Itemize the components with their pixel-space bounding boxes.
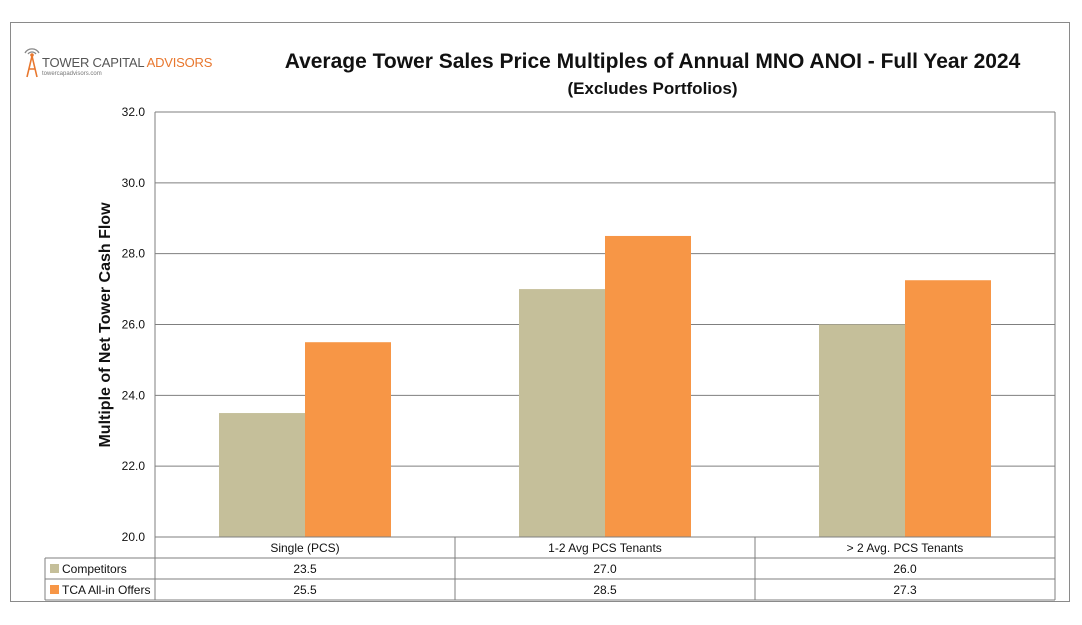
category-label: Single (PCS) xyxy=(270,541,339,555)
y-tick-label: 32.0 xyxy=(122,105,146,119)
y-tick-label: 20.0 xyxy=(122,530,146,544)
logo-name-accent: ADVISORS xyxy=(146,55,213,70)
y-axis-ticks: 20.0 22.0 24.0 26.0 28.0 30.0 32.0 xyxy=(122,105,146,544)
legend-series-name: Competitors xyxy=(62,562,127,576)
y-tick-label: 28.0 xyxy=(122,247,146,261)
legend-series-name: TCA All-in Offers xyxy=(62,583,150,597)
bar-tca-offers xyxy=(305,342,391,537)
data-table-value: 28.5 xyxy=(593,583,617,597)
y-tick-label: 24.0 xyxy=(122,388,146,402)
logo-name-primary: TOWER CAPITAL xyxy=(42,55,147,70)
bar-tca-offers xyxy=(905,280,991,537)
category-label: 1-2 Avg PCS Tenants xyxy=(548,541,662,555)
data-table-value: 27.0 xyxy=(593,562,617,576)
bar-competitors xyxy=(519,289,605,537)
tower-icon xyxy=(24,48,40,78)
legend-swatch xyxy=(50,585,59,594)
y-tick-label: 26.0 xyxy=(122,318,146,332)
y-tick-label: 30.0 xyxy=(122,176,146,190)
y-tick-label: 22.0 xyxy=(122,459,146,473)
category-label: > 2 Avg. PCS Tenants xyxy=(847,541,964,555)
data-table: Single (PCS) 1-2 Avg PCS Tenants > 2 Avg. … xyxy=(44,536,1056,601)
y-axis-label: Multiple of Net Tower Cash Flow xyxy=(97,202,114,448)
bars xyxy=(219,235,991,538)
data-table-value: 23.5 xyxy=(293,562,317,576)
data-table-value: 25.5 xyxy=(293,583,317,597)
data-table-value: 26.0 xyxy=(893,562,917,576)
chart-title: Average Tower Sales Price Multiples of A… xyxy=(284,50,1021,73)
data-table-value: 27.3 xyxy=(893,583,917,597)
bar-competitors xyxy=(819,324,905,537)
legend-swatch xyxy=(50,564,59,573)
bar-tca-offers xyxy=(605,235,691,538)
chart-subtitle: (Excludes Portfolios) xyxy=(567,79,738,98)
logo-url: towercapadvisors.com xyxy=(42,71,102,77)
logo-wordmark: TOWER CAPITAL ADVISORS xyxy=(42,55,212,70)
bar-competitors xyxy=(219,413,305,537)
